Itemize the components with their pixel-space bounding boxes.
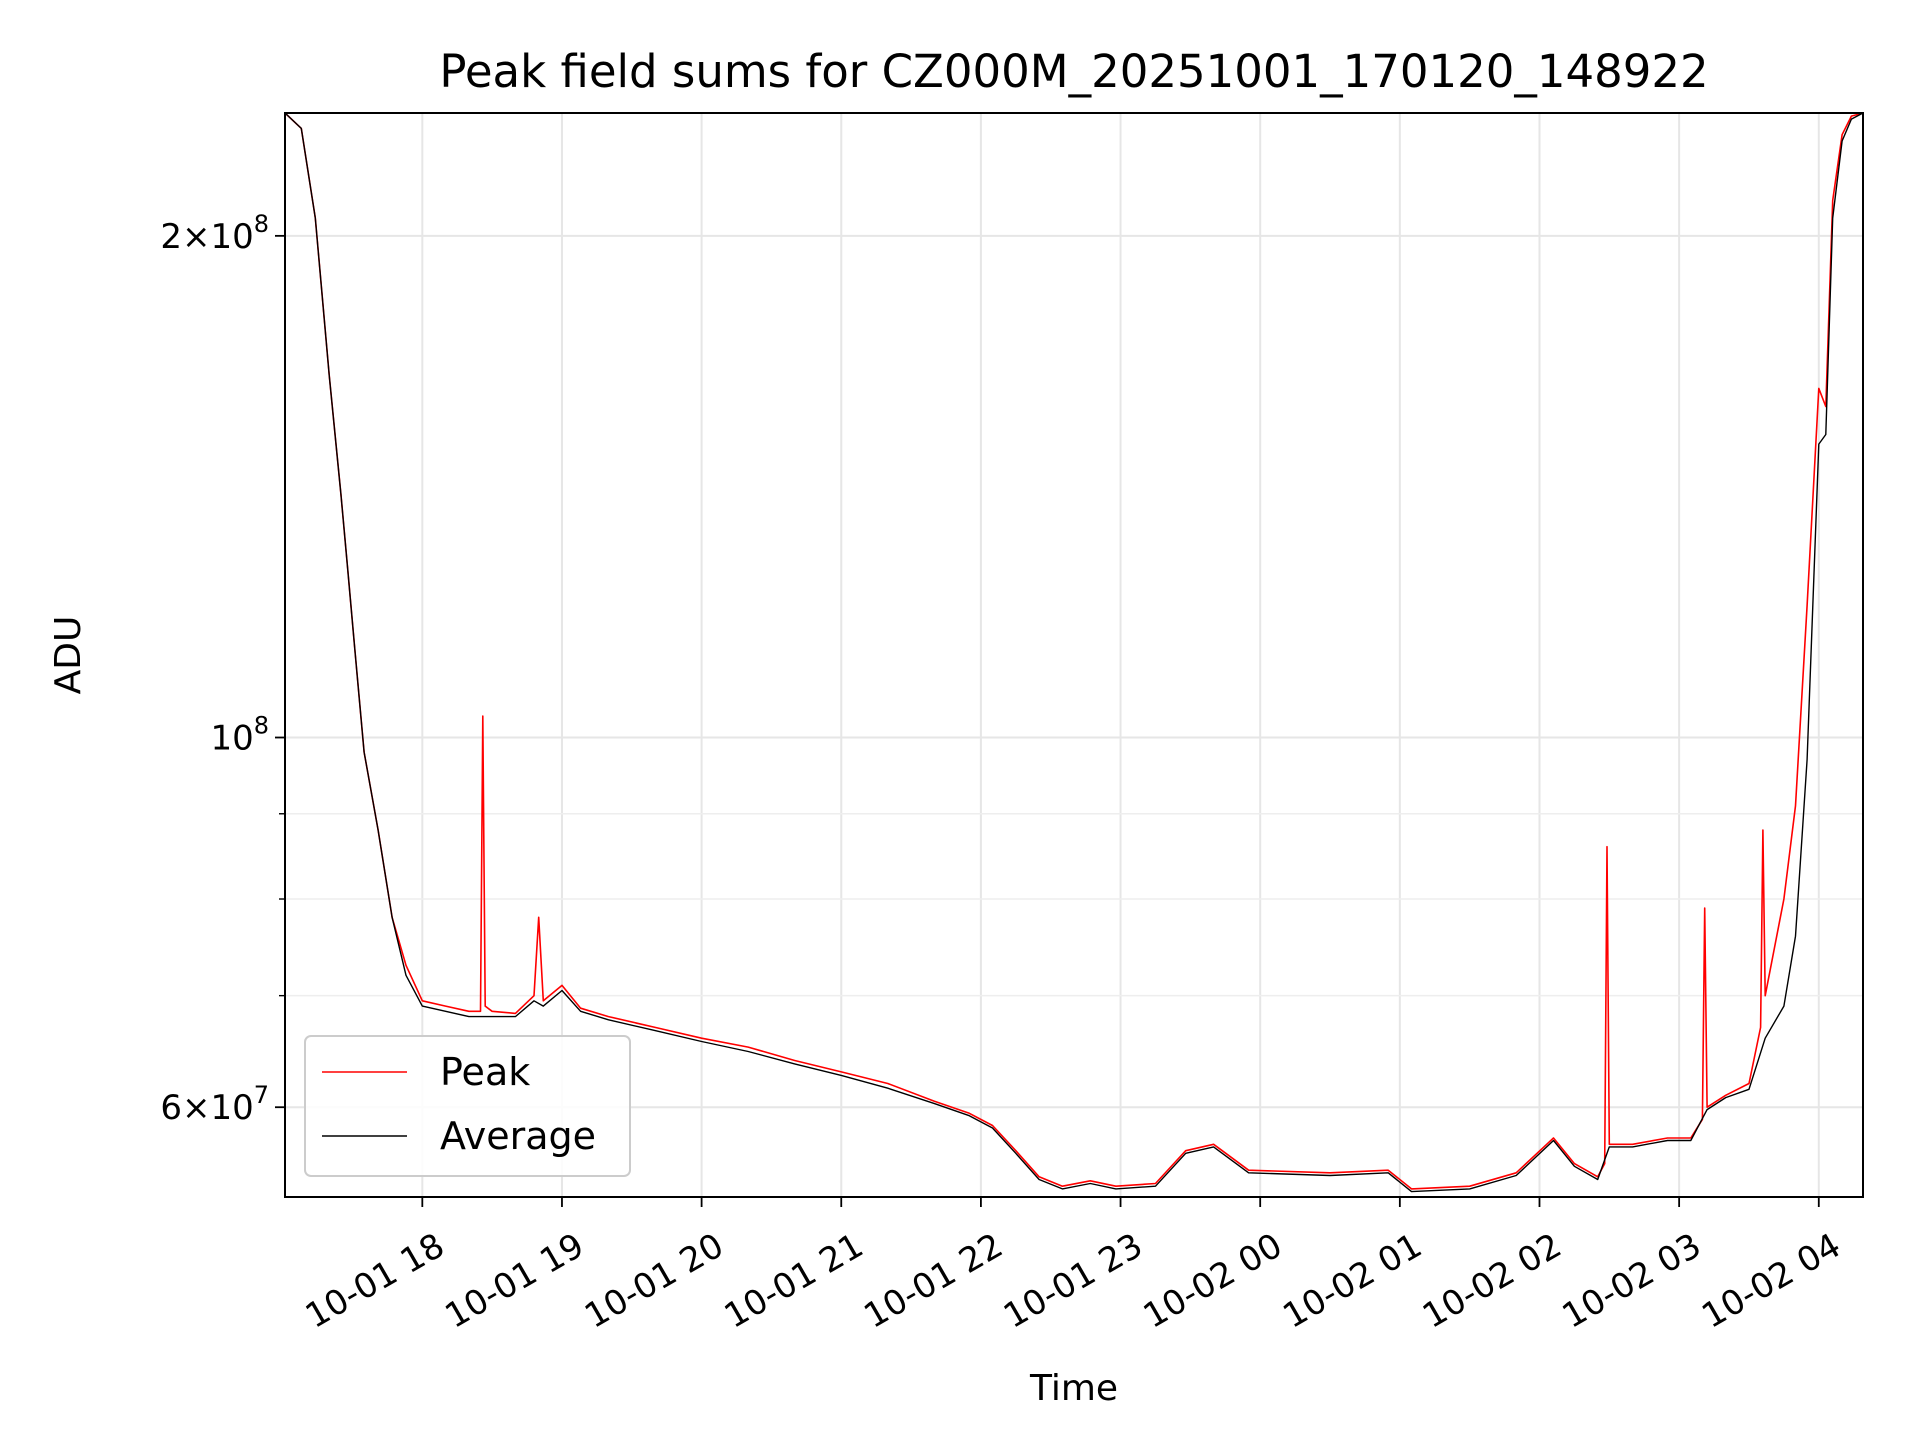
y-tick-label: 108 [210, 712, 269, 759]
y-tick-label: 2×108 [160, 210, 269, 257]
chart-title: Peak field sums for CZ000M_20251001_1701… [439, 45, 1708, 98]
y-tick-mantissa: 2 [160, 217, 182, 257]
plot-frame [284, 112, 1864, 1198]
series-line-peak [284, 112, 1864, 1190]
legend-label-peak: Peak [440, 1050, 530, 1094]
series-layer [284, 112, 1864, 1193]
legend: Peak Average [304, 1035, 631, 1177]
y-axis-title: ADU [48, 616, 89, 695]
x-axis-title: Time [1029, 1368, 1118, 1409]
y-tick-exponent: 8 [254, 210, 269, 238]
series-line-average [284, 112, 1864, 1193]
legend-box [304, 1035, 631, 1177]
y-tick-exponent: 8 [254, 712, 269, 740]
y-tick-mantissa: 6 [160, 1088, 182, 1128]
grid-lines [285, 113, 1863, 1197]
y-tick-label: 6×107 [160, 1081, 269, 1128]
legend-label-average: Average [440, 1114, 596, 1158]
y-tick-exponent: 7 [254, 1081, 269, 1109]
